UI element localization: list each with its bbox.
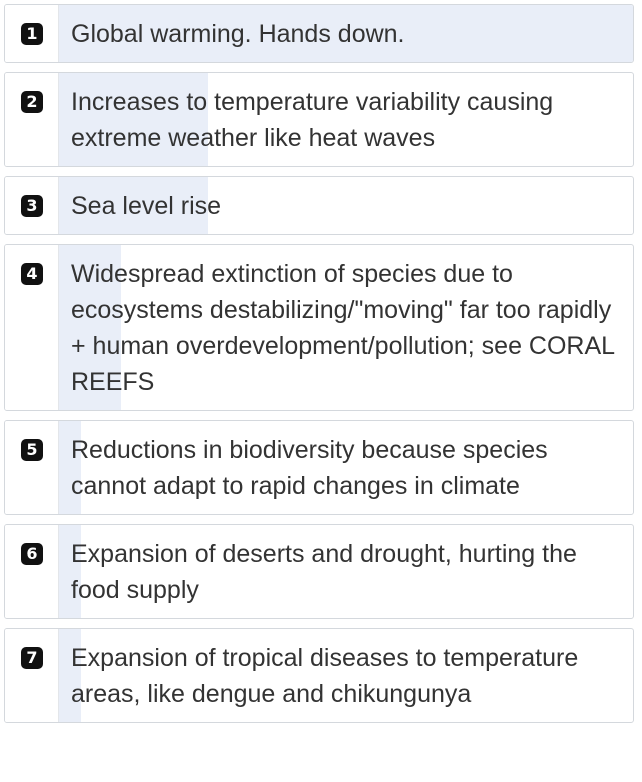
score-bar — [58, 629, 81, 722]
rank-badge: 6 — [21, 543, 43, 565]
score-bar — [58, 177, 208, 234]
rank-badge: 1 — [21, 23, 43, 45]
rank-cell: 2 — [5, 73, 59, 166]
rank-cell: 1 — [5, 5, 59, 62]
list-item[interactable]: 6 Expansion of deserts and drought, hurt… — [4, 524, 634, 619]
score-bar — [58, 73, 208, 166]
rank-badge: 4 — [21, 263, 43, 285]
item-label: Expansion of tropical diseases to temper… — [71, 644, 579, 708]
item-label: Widespread extinction of species due to … — [71, 260, 615, 396]
list-item[interactable]: 1 Global warming. Hands down. — [4, 4, 634, 63]
score-bar — [58, 5, 633, 62]
item-label: Increases to temperature variability cau… — [71, 88, 554, 152]
rank-badge: 3 — [21, 195, 43, 217]
item-label: Global warming. Hands down. — [71, 20, 405, 48]
item-label: Expansion of deserts and drought, hurtin… — [71, 540, 577, 604]
rank-cell: 4 — [5, 245, 59, 410]
rank-cell: 7 — [5, 629, 59, 722]
item-label: Sea level rise — [71, 192, 222, 220]
item-label: Reductions in biodiversity because speci… — [71, 436, 548, 500]
rank-cell: 6 — [5, 525, 59, 618]
list-item[interactable]: 2 Increases to temperature variability c… — [4, 72, 634, 167]
rank-cell: 3 — [5, 177, 59, 234]
rank-cell: 5 — [5, 421, 59, 514]
list-item[interactable]: 7 Expansion of tropical diseases to temp… — [4, 628, 634, 723]
rank-badge: 7 — [21, 647, 43, 669]
list-item[interactable]: 5 Reductions in biodiversity because spe… — [4, 420, 634, 515]
rank-badge: 5 — [21, 439, 43, 461]
ranked-list: 1 Global warming. Hands down. 2 Increase… — [4, 4, 634, 732]
score-bar — [58, 525, 81, 618]
list-item[interactable]: 3 Sea level rise — [4, 176, 634, 235]
list-item[interactable]: 4 Widespread extinction of species due t… — [4, 244, 634, 411]
rank-badge: 2 — [21, 91, 43, 113]
score-bar — [58, 421, 81, 514]
score-bar — [58, 245, 121, 410]
